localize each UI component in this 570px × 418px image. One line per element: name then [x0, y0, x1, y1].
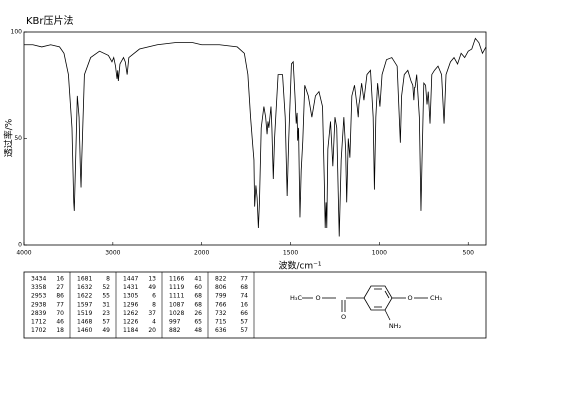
peak-wavenumber: 3434	[31, 276, 46, 283]
peak-wavenumber: 1111	[169, 293, 184, 300]
peak-wavenumber: 1712	[31, 319, 46, 326]
peak-intensity: 77	[56, 301, 64, 308]
peak-intensity: 16	[240, 301, 248, 308]
peak-intensity: 8	[152, 301, 156, 308]
peak-intensity: 27	[56, 284, 64, 291]
peak-wavenumber: 766	[215, 301, 227, 308]
peak-wavenumber: 1447	[123, 276, 138, 283]
peak-intensity: 31	[102, 301, 110, 308]
peak-intensity: 65	[194, 319, 202, 326]
peak-table-frame	[23, 271, 487, 339]
peak-wavenumber: 1166	[169, 276, 184, 283]
plot-frame	[23, 31, 487, 246]
spectrum-line	[24, 37, 487, 237]
bond	[384, 290, 390, 299]
peak-wavenumber: 636	[215, 327, 227, 334]
peak-wavenumber: 1460	[77, 327, 92, 334]
x-tick-label: 4000	[16, 250, 31, 257]
peak-wavenumber: 1226	[123, 319, 138, 326]
peak-intensity: 6	[152, 293, 156, 300]
peak-intensity: 23	[102, 310, 110, 317]
peak-wavenumber: 1087	[169, 301, 184, 308]
peak-intensity: 16	[56, 276, 64, 283]
peak-intensity: 86	[56, 293, 64, 300]
peak-intensity: 68	[194, 293, 202, 300]
bond	[384, 309, 391, 321]
y-tick-label: 100	[11, 29, 23, 36]
peak-intensity: 66	[240, 310, 248, 317]
y-axis-label: 透过率/%	[3, 118, 15, 157]
peak-wavenumber: 2938	[31, 301, 46, 308]
peak-wavenumber: 1681	[77, 276, 92, 283]
atom-label: NH₂	[389, 322, 402, 330]
peak-intensity: 60	[194, 284, 202, 291]
peak-intensity: 41	[194, 276, 202, 283]
peak-wavenumber: 1597	[77, 301, 92, 308]
atom-label: CH₃	[430, 294, 442, 302]
peak-wavenumber: 1119	[169, 284, 184, 291]
peak-wavenumber: 806	[215, 284, 227, 291]
chart-title: KBr压片法	[26, 14, 74, 27]
atom-label: O	[341, 313, 346, 321]
peak-wavenumber: 822	[215, 276, 227, 283]
x-tick-label: 1000	[372, 250, 387, 257]
x-tick-label: 1500	[283, 250, 298, 257]
peak-wavenumber: 1519	[77, 310, 92, 317]
peak-intensity: 57	[240, 319, 248, 326]
peak-wavenumber: 882	[169, 327, 181, 334]
atom-label: H₃C	[290, 294, 302, 302]
y-tick-label: 50	[14, 135, 22, 142]
peak-intensity: 68	[194, 301, 202, 308]
peak-wavenumber: 1702	[31, 327, 46, 334]
peak-intensity: 26	[194, 310, 202, 317]
peak-intensity: 77	[240, 276, 248, 283]
peak-wavenumber: 732	[215, 310, 227, 317]
peak-intensity: 48	[194, 327, 202, 334]
peak-intensity: 70	[56, 310, 64, 317]
peak-intensity: 20	[148, 327, 156, 334]
peak-wavenumber: 1184	[123, 327, 138, 334]
peak-intensity: 46	[56, 319, 64, 326]
peak-wavenumber: 715	[215, 319, 227, 326]
x-tick-label: 2000	[194, 250, 209, 257]
peak-wavenumber: 1305	[123, 293, 138, 300]
peak-intensity: 8	[106, 276, 110, 283]
peak-wavenumber: 2953	[31, 293, 46, 300]
peak-intensity: 55	[102, 293, 110, 300]
peak-intensity: 49	[102, 327, 110, 334]
peak-intensity: 57	[102, 319, 110, 326]
peak-wavenumber: 2839	[31, 310, 46, 317]
atom-label: O	[315, 294, 320, 302]
x-axis-label: 波数/cm⁻¹	[278, 260, 321, 272]
peak-intensity: 74	[240, 293, 248, 300]
peak-wavenumber: 799	[215, 293, 227, 300]
peak-wavenumber: 1028	[169, 310, 184, 317]
peak-intensity: 57	[240, 327, 248, 334]
peak-wavenumber: 3358	[31, 284, 46, 291]
peak-intensity: 13	[148, 276, 156, 283]
y-tick-label: 0	[18, 242, 22, 249]
ring	[363, 285, 393, 311]
peak-wavenumber: 997	[169, 319, 181, 326]
atom-label: O	[407, 294, 412, 302]
x-tick-label: 500	[463, 250, 475, 257]
peak-intensity: 52	[102, 284, 110, 291]
peak-wavenumber: 1622	[77, 293, 92, 300]
peak-wavenumber: 1431	[123, 284, 138, 291]
structure: H₃C O O O CH₃ NH₂	[290, 285, 442, 330]
peak-intensity: 4	[152, 319, 156, 326]
peak-wavenumber: 1296	[123, 301, 138, 308]
x-tick-label: 3000	[105, 250, 120, 257]
peak-wavenumber: 1468	[77, 319, 92, 326]
peak-intensity: 18	[56, 327, 64, 334]
peak-intensity: 68	[240, 284, 248, 291]
peak-wavenumber: 1262	[123, 310, 138, 317]
peak-wavenumber: 1632	[77, 284, 92, 291]
peak-intensity: 49	[148, 284, 156, 291]
peak-intensity: 37	[148, 310, 156, 317]
